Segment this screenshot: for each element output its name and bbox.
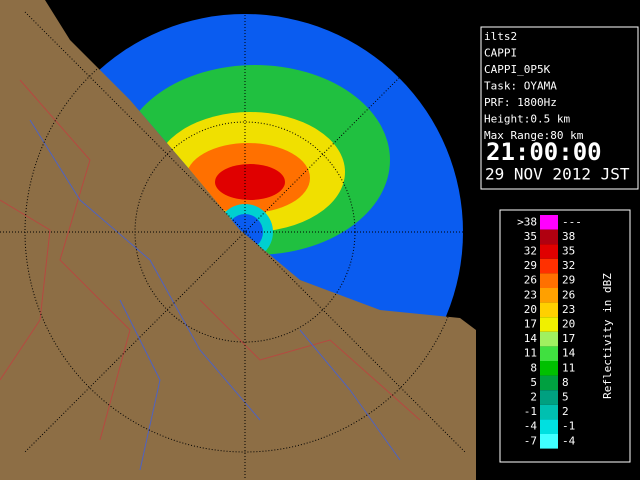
legend-high: 14 — [562, 347, 576, 360]
legend-swatch — [540, 331, 558, 347]
legend-high: 8 — [562, 376, 569, 389]
legend-swatch — [540, 302, 558, 318]
legend-swatch — [540, 361, 558, 376]
legend-low: 17 — [524, 318, 537, 331]
legend-low: 14 — [524, 332, 538, 345]
info-line: CAPPI_0P5K — [484, 63, 551, 76]
legend-swatch — [540, 273, 558, 288]
legend-swatch — [540, 434, 558, 449]
legend-low: -4 — [524, 420, 538, 433]
date: 29 NOV 2012 JST — [485, 165, 630, 184]
legend-low: >38 — [517, 215, 537, 228]
legend-title: Reflectivity in dBZ — [601, 273, 614, 399]
legend-low: -1 — [524, 405, 537, 418]
legend-low: 8 — [530, 361, 537, 374]
legend-low: 35 — [524, 230, 537, 243]
legend-high: --- — [562, 215, 582, 228]
legend-high: 17 — [562, 332, 575, 345]
legend-high: 38 — [562, 230, 575, 243]
info-line: Height:0.5 km — [484, 113, 570, 126]
legend-high: 11 — [562, 361, 575, 374]
legend-high: 26 — [562, 288, 575, 301]
info-lines: ilts2 CAPPI CAPPI_0P5K Task: OYAMA PRF: 1800… — [484, 30, 584, 142]
legend-low: 32 — [524, 245, 537, 258]
time: 21:00:00 — [486, 138, 602, 166]
info-line: PRF: 1800Hz — [484, 96, 557, 109]
legend-swatch — [540, 244, 558, 259]
legend-swatch — [540, 317, 558, 332]
legend-low: 11 — [524, 347, 537, 360]
legend-low: 2 — [530, 391, 537, 404]
legend-high: 20 — [562, 318, 575, 331]
legend-low: 26 — [524, 274, 537, 287]
legend-high: 35 — [562, 245, 575, 258]
legend-low: -7 — [524, 434, 537, 447]
radar-map — [0, 0, 476, 480]
legend-swatch — [540, 346, 558, 361]
info-line: ilts2 — [484, 30, 517, 43]
info-line: Task: OYAMA — [484, 80, 557, 93]
legend-box — [499, 209, 631, 463]
legend-low: 23 — [524, 288, 537, 301]
legend-swatch — [540, 404, 558, 420]
legend-high: 23 — [562, 303, 575, 316]
legend-high: 29 — [562, 274, 575, 287]
info-line: CAPPI — [484, 47, 517, 60]
legend-swatch — [540, 215, 558, 230]
legend-swatch — [540, 229, 558, 245]
legend-high: -4 — [562, 434, 576, 447]
legend-swatch — [540, 375, 558, 391]
legend-high: 32 — [562, 259, 575, 272]
legend-swatch — [540, 288, 558, 303]
legend-high: 2 — [562, 405, 569, 418]
legend-high: 5 — [562, 391, 569, 404]
legend-low: 5 — [530, 376, 537, 389]
legend-swatch — [540, 390, 558, 405]
legend-swatch — [540, 419, 558, 434]
legend-high: -1 — [562, 420, 575, 433]
legend-low: 29 — [524, 259, 537, 272]
info-line: Max Range:80 km — [484, 129, 584, 142]
legend-low: 20 — [524, 303, 537, 316]
legend-swatch — [540, 258, 558, 274]
info-panel — [480, 26, 639, 190]
